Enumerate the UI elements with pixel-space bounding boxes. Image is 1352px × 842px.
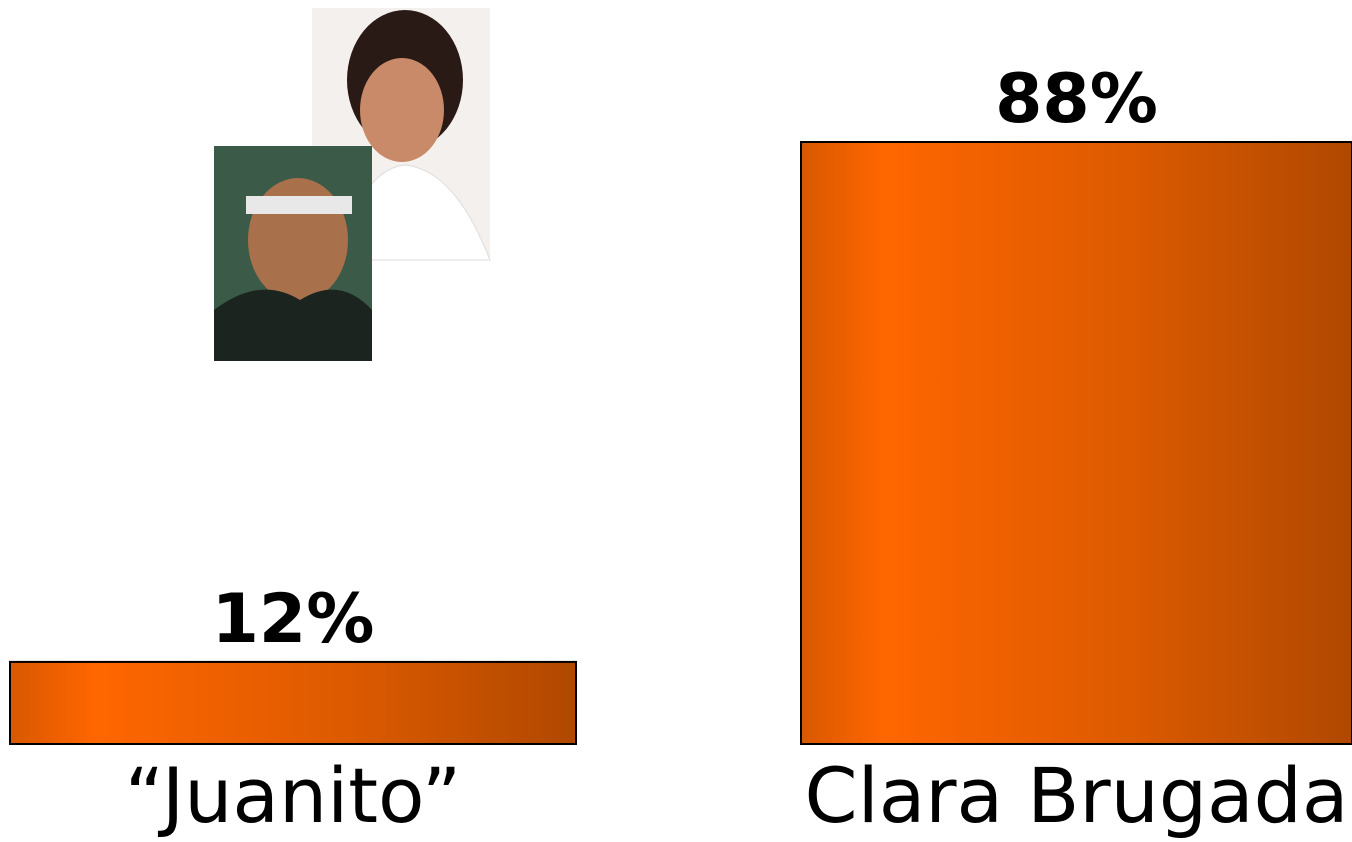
x-tick-label: Clara Brugada — [805, 751, 1349, 840]
x-tick-label: “Juanito” — [125, 751, 461, 840]
photo-man — [214, 146, 372, 361]
value-label: 12% — [212, 580, 375, 659]
bar — [9, 660, 577, 746]
value-label: 88% — [995, 60, 1158, 139]
bar — [800, 141, 1352, 745]
